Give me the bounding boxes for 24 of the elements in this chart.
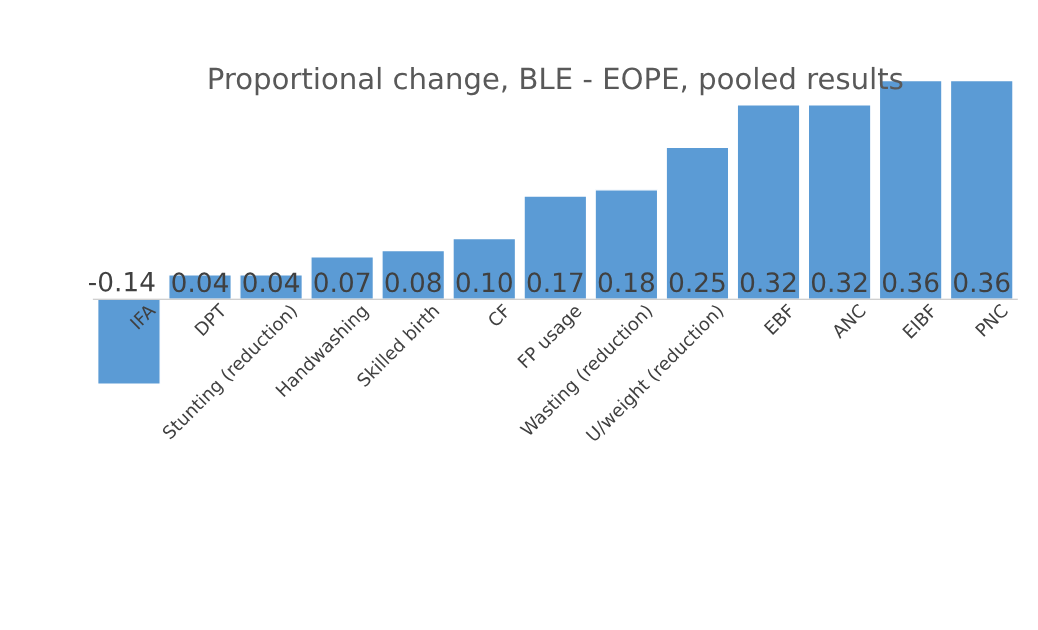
data-label: 0.32 [740, 272, 796, 293]
data-label: 0.36 [954, 272, 1010, 293]
chart-title: Proportional change, BLE - EOPE, pooled results [209, 66, 903, 96]
bar [452, 237, 517, 300]
data-label: 0.04 [172, 272, 228, 293]
data-label: 0.04 [243, 272, 299, 293]
bar [523, 195, 588, 300]
data-label: 0.08 [385, 272, 441, 293]
bar [96, 298, 161, 385]
bar [665, 146, 730, 300]
data-label: 0.17 [527, 272, 583, 293]
data-label: 0.10 [456, 272, 512, 293]
data-label: 0.25 [669, 272, 725, 293]
bar [594, 189, 659, 300]
x-tick-label: CF [486, 303, 512, 328]
data-label: 0.32 [811, 272, 867, 293]
bar [807, 104, 872, 300]
data-label: -0.14 [89, 271, 155, 292]
bar [736, 104, 801, 300]
data-label: 0.36 [883, 272, 939, 293]
bar [949, 79, 1014, 300]
data-label: 0.18 [598, 272, 654, 293]
x-tick-label: IFA [129, 302, 157, 330]
data-label: 0.07 [314, 272, 370, 293]
